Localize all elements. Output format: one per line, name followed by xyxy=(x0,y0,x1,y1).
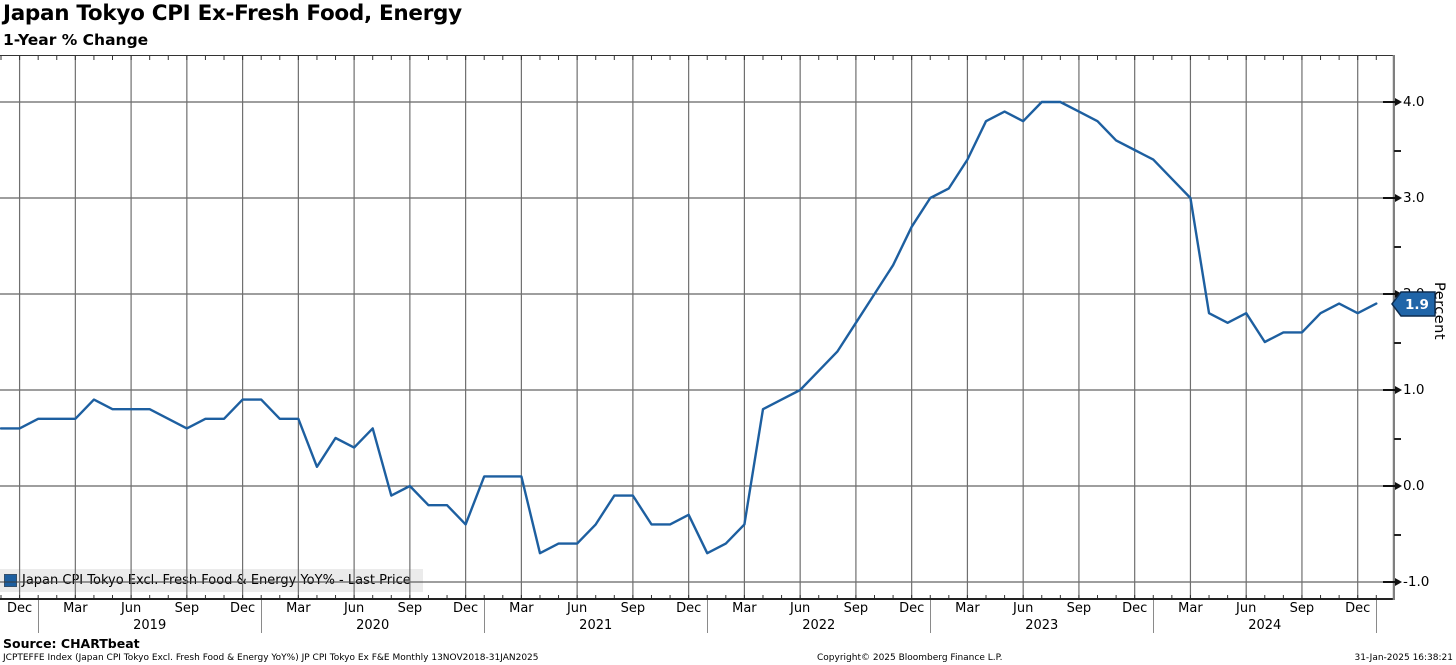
y-axis-tick-label: 3.0 xyxy=(1403,190,1425,206)
last-price-flag-icon: 1.9 xyxy=(1391,291,1436,317)
y-axis-tick-arrow-icon xyxy=(1395,97,1402,106)
y-axis-tick-arrow-icon xyxy=(1395,385,1402,394)
x-axis-month-label: Sep xyxy=(174,601,200,616)
x-axis-month-label: Sep xyxy=(1066,601,1092,616)
x-axis-year-divider xyxy=(1376,600,1378,633)
y-axis-minor-tick xyxy=(1394,438,1401,440)
x-axis-year-divider xyxy=(930,600,932,633)
y-axis-tick-arrow-icon xyxy=(1395,193,1402,202)
x-axis-month-label: Mar xyxy=(509,601,534,616)
legend-series-label: Japan CPI Tokyo Excl. Fresh Food & Energ… xyxy=(22,573,411,588)
x-axis-year-label: 2019 xyxy=(133,618,167,633)
x-axis-month-label: Jun xyxy=(1013,601,1034,616)
x-axis-year-label: 2023 xyxy=(1025,618,1059,633)
x-axis-month-label: Sep xyxy=(397,601,423,616)
x-axis-month-label: Dec xyxy=(453,601,479,616)
y-axis-minor-tick xyxy=(1394,342,1401,344)
x-axis-month-label: Dec xyxy=(676,601,702,616)
x-axis-month-label: Dec xyxy=(7,601,33,616)
last-price-tag: 1.9 xyxy=(1391,290,1437,322)
y-axis-tick-arrow-icon xyxy=(1395,577,1402,586)
x-axis-month-label: Dec xyxy=(899,601,925,616)
x-axis-month-label: Dec xyxy=(230,601,256,616)
x-axis-month-label: Jun xyxy=(789,601,811,616)
y-axis-tick-arrow-icon xyxy=(1395,481,1402,490)
legend: Japan CPI Tokyo Excl. Fresh Food & Energ… xyxy=(0,569,423,592)
source-label: Source: CHARTbeat xyxy=(3,636,140,651)
x-axis-year-label: 2024 xyxy=(1248,618,1282,633)
x-axis-month-label: Jun xyxy=(566,601,588,616)
x-axis-month-label: Sep xyxy=(1289,601,1315,616)
x-axis-year-divider xyxy=(261,600,263,633)
x-axis-month-label: Mar xyxy=(955,601,980,616)
x-axis-month-label: Mar xyxy=(732,601,757,616)
x-axis-year-label: 2021 xyxy=(579,618,613,633)
y-axis-tick-label: 4.0 xyxy=(1403,94,1425,110)
x-axis-year-label: 2020 xyxy=(356,618,390,633)
x-axis-month-label: Jun xyxy=(120,601,142,616)
x-axis-month-label: Mar xyxy=(1178,601,1203,616)
y-axis-minor-tick xyxy=(1394,246,1401,248)
x-axis-month-label: Jun xyxy=(1236,601,1257,616)
x-axis-month-label: Sep xyxy=(620,601,646,616)
legend-series-marker-icon xyxy=(4,574,17,587)
y-axis-tick-label: 0.0 xyxy=(1403,478,1425,494)
x-axis-year-divider xyxy=(484,600,486,633)
x-axis-year-divider xyxy=(707,600,709,633)
x-axis-month-label: Jun xyxy=(343,601,365,616)
chart-title: Japan Tokyo CPI Ex-Fresh Food, Energy xyxy=(3,1,462,26)
x-axis-month-label: Mar xyxy=(286,601,311,616)
ticker-description: JCPTEFFE Index (Japan CPI Tokyo Excl. Fr… xyxy=(3,653,539,663)
plot-area[interactable] xyxy=(0,55,1395,600)
chart-subtitle: 1-Year % Change xyxy=(3,31,149,49)
y-axis-minor-tick xyxy=(1394,150,1401,152)
y-axis-tick-label: -1.0 xyxy=(1403,574,1430,590)
x-axis-year-divider xyxy=(1153,600,1155,633)
x-axis-month-label: Dec xyxy=(1345,601,1371,616)
x-axis-month-label: Dec xyxy=(1122,601,1148,616)
timestamp: 31-Jan-2025 16:38:21 xyxy=(1354,653,1453,663)
x-axis-month-label: Mar xyxy=(63,601,88,616)
last-price-value: 1.9 xyxy=(1405,297,1429,313)
x-axis-year-divider xyxy=(38,600,40,633)
y-axis-tick-label: 1.0 xyxy=(1403,382,1425,398)
cpi-line xyxy=(0,100,1378,555)
x-axis-year-label: 2022 xyxy=(802,618,836,633)
y-axis-minor-tick xyxy=(1394,534,1401,536)
x-axis-month-label: Sep xyxy=(843,601,869,616)
copyright-notice: Copyright© 2025 Bloomberg Finance L.P. xyxy=(817,653,1003,663)
